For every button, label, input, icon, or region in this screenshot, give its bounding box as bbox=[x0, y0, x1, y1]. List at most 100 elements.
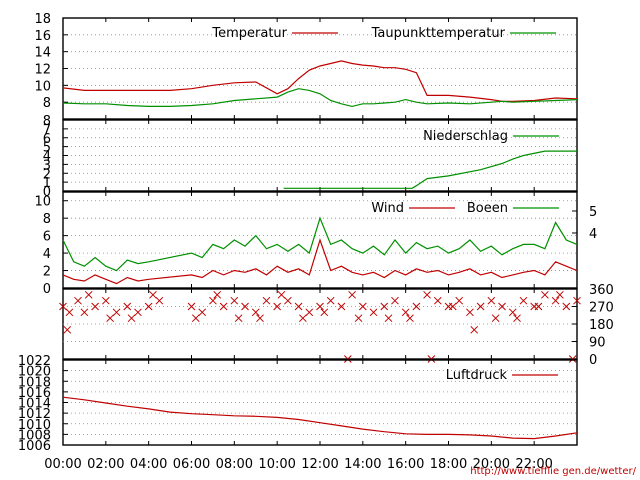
direction-marker bbox=[219, 302, 228, 311]
direction-marker bbox=[354, 314, 363, 323]
series-line-wind bbox=[62, 238, 578, 285]
direction-marker bbox=[63, 325, 72, 334]
direction-marker bbox=[187, 302, 196, 311]
y-tick-label: 1 bbox=[43, 176, 51, 191]
legend-label: Niederschlag bbox=[423, 129, 508, 144]
direction-marker bbox=[391, 296, 399, 305]
direction-marker bbox=[74, 296, 82, 305]
direction-marker bbox=[84, 290, 93, 299]
direction-marker bbox=[123, 302, 132, 311]
y2-tick-label: 5 bbox=[589, 205, 597, 220]
direction-marker bbox=[423, 290, 431, 299]
y-tick-label: 0 bbox=[43, 185, 51, 200]
series-line-temperatur bbox=[62, 60, 578, 102]
direction-marker bbox=[213, 290, 222, 299]
y-tick-label: 1018 bbox=[18, 375, 51, 390]
direction-marker bbox=[491, 314, 500, 323]
x-tick-label: 04:00 bbox=[130, 457, 167, 472]
y-tick-label: 6 bbox=[43, 230, 51, 245]
direction-marker bbox=[562, 302, 571, 311]
direction-marker bbox=[241, 302, 249, 311]
y2-tick-label: 360 bbox=[589, 283, 614, 298]
direction-marker bbox=[284, 296, 292, 305]
direction-marker bbox=[433, 296, 442, 305]
series-line-boeen bbox=[62, 216, 578, 272]
temperature-panel: 8 1012 14 16 18 Temperatur Taupunkttemperatur bbox=[34, 12, 578, 120]
y-tick-label: 1008 bbox=[18, 428, 51, 443]
direction-marker bbox=[198, 308, 207, 317]
x-tick-label: 06:00 bbox=[173, 457, 210, 472]
x-tick-label: 02:00 bbox=[87, 457, 124, 472]
direction-marker bbox=[149, 290, 157, 299]
direction-marker bbox=[155, 296, 164, 305]
direction-marker bbox=[551, 296, 560, 305]
direction-marker bbox=[316, 302, 324, 311]
direction-marker bbox=[348, 290, 356, 299]
x-tick-label: 20:00 bbox=[473, 457, 510, 472]
direction-marker bbox=[369, 308, 378, 317]
y-tick-label: 6 bbox=[43, 132, 51, 147]
direction-marker bbox=[455, 296, 464, 305]
direction-marker bbox=[487, 296, 496, 305]
y-tick-label: 14 bbox=[34, 46, 51, 61]
direction-marker bbox=[343, 355, 352, 363]
y2-tick-label: 270 bbox=[589, 301, 614, 316]
y-tick-label: 18 bbox=[34, 12, 51, 27]
y-tick-label: 4 bbox=[43, 247, 51, 262]
legend-label: Temperatur bbox=[211, 26, 287, 41]
direction-marker bbox=[101, 296, 110, 305]
y-tick-label: 1016 bbox=[18, 386, 51, 401]
direction-marker bbox=[541, 290, 549, 299]
direction-marker bbox=[320, 308, 329, 317]
y-tick-label: 8 bbox=[43, 96, 51, 111]
direction-marker bbox=[262, 296, 271, 305]
direction-marker bbox=[234, 314, 243, 323]
direction-marker bbox=[65, 308, 74, 317]
x-tick-label: 18:00 bbox=[430, 457, 467, 472]
direction-marker bbox=[209, 296, 217, 305]
y-tick-label: 1022 bbox=[18, 354, 51, 369]
y-tick-label: 12 bbox=[34, 63, 51, 78]
direction-marker bbox=[498, 302, 506, 311]
series-line-luftdruck bbox=[62, 396, 578, 440]
y2-tick-label: 180 bbox=[589, 318, 614, 333]
direction-marker bbox=[448, 302, 457, 311]
direction-marker bbox=[294, 302, 303, 311]
direction-marker bbox=[251, 308, 260, 317]
direction-marker bbox=[384, 314, 393, 323]
direction-marker bbox=[358, 302, 367, 311]
x-tick-label: 22:00 bbox=[515, 457, 552, 472]
direction-marker bbox=[191, 314, 200, 323]
direction-marker bbox=[337, 302, 346, 311]
direction-marker bbox=[144, 302, 153, 311]
direction-marker bbox=[299, 314, 307, 323]
y-tick-label: 1006 bbox=[18, 439, 51, 454]
direction-marker bbox=[466, 308, 474, 317]
y2-tick-label: 4 bbox=[589, 227, 597, 242]
y-tick-label: 4 bbox=[43, 150, 51, 165]
legend-label: Wind bbox=[371, 201, 404, 216]
direction-marker bbox=[127, 314, 136, 323]
y2-tick-label: 0 bbox=[589, 353, 597, 368]
x-tick-label: 16:00 bbox=[387, 457, 424, 472]
direction-marker bbox=[80, 308, 89, 317]
legend-label: Taupunkttemperatur bbox=[371, 26, 506, 41]
y-tick-label: 5 bbox=[43, 141, 51, 156]
direction-marker bbox=[256, 314, 264, 323]
y-tick-label: 2 bbox=[43, 167, 51, 182]
direction-marker bbox=[406, 314, 414, 323]
y2-tick-label: 90 bbox=[589, 336, 606, 351]
y-tick-label: 0 bbox=[43, 282, 51, 297]
source-url[interactable]: http://www.tiefflie gen.de/wetter/ bbox=[470, 466, 636, 477]
legend-label: Boeen bbox=[467, 201, 508, 216]
y-tick-label: 2 bbox=[43, 265, 51, 280]
direction-marker bbox=[326, 296, 335, 305]
direction-marker bbox=[305, 308, 314, 317]
direction-marker bbox=[508, 308, 517, 317]
x-tick-label: 12:00 bbox=[301, 457, 338, 472]
direction-marker bbox=[380, 302, 389, 311]
x-tick-label: 14:00 bbox=[344, 457, 381, 472]
x-axis: 00:00 02:00 04:00 06:00 08:00 10:00 12:00 14:00… bbox=[44, 457, 553, 472]
